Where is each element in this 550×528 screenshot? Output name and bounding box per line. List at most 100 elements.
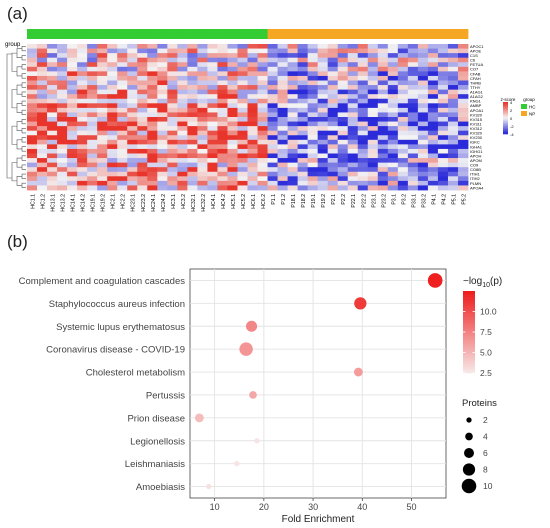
- heatmap-cell: [337, 167, 349, 173]
- heatmap-cell: [197, 176, 208, 182]
- heatmap-cell: [327, 148, 339, 154]
- color-legend-swatch: [463, 336, 475, 339]
- heatmap-cell: [137, 89, 148, 95]
- heatmap-cell: [107, 62, 118, 68]
- heatmap-cell: [67, 167, 78, 173]
- heatmap-cell: [127, 167, 138, 173]
- heatmap-cell: [217, 62, 228, 68]
- heatmap-cell: [67, 48, 78, 54]
- heatmap-cell: [417, 62, 429, 68]
- heatmap-cell: [347, 98, 359, 104]
- heatmap-cell: [57, 153, 68, 159]
- heatmap-cell: [367, 148, 379, 154]
- heatmap-cell: [417, 44, 429, 49]
- heatmap-cell: [457, 135, 469, 141]
- heatmap-cell: [187, 62, 198, 68]
- heatmap-cell: [297, 117, 309, 122]
- heatmap-cell: [457, 139, 469, 145]
- heatmap-cell: [107, 144, 118, 150]
- heatmap-cell: [57, 80, 68, 86]
- group-annotation-cell: [237, 29, 248, 39]
- heatmap-column-label: HC6.2: [261, 194, 267, 209]
- heatmap-cell: [427, 130, 439, 136]
- heatmap-cell: [387, 139, 399, 145]
- heatmap-cell: [327, 144, 339, 150]
- heatmap-cell: [37, 66, 48, 72]
- heatmap-cell: [47, 71, 58, 77]
- heatmap-cell: [357, 107, 369, 113]
- heatmap-cell: [157, 144, 168, 150]
- size-legend-label: 6: [483, 448, 488, 458]
- heatmap-cell: [27, 80, 38, 86]
- heatmap-cell: [387, 53, 399, 59]
- heatmap-cell: [337, 185, 349, 191]
- heatmap-cell: [377, 48, 389, 54]
- heatmap-cell: [187, 71, 198, 77]
- heatmap-cell: [237, 107, 248, 113]
- heatmap-cell: [307, 94, 319, 100]
- heatmap-cell: [87, 185, 98, 191]
- group-annotation-cell: [167, 29, 178, 39]
- group-annotation-cell: [347, 29, 359, 39]
- heatmap-cell: [327, 62, 339, 68]
- heatmap-cell: [287, 185, 299, 191]
- heatmap-cell: [377, 171, 389, 177]
- heatmap-cell: [327, 103, 339, 109]
- heatmap-cell: [227, 153, 238, 159]
- heatmap-cell: [227, 130, 238, 136]
- heatmap-cell: [327, 162, 339, 168]
- color-legend-swatch: [463, 370, 475, 374]
- heatmap-cell: [417, 89, 429, 95]
- heatmap-cell: [207, 117, 218, 122]
- heatmap-cell: [397, 57, 409, 63]
- heatmap-cell: [447, 167, 459, 173]
- heatmap-cell: [137, 44, 148, 49]
- heatmap-cell: [257, 130, 268, 136]
- heatmap-cell: [297, 62, 309, 68]
- heatmap-cell: [47, 103, 58, 109]
- heatmap-cell: [327, 135, 339, 141]
- heatmap-cell: [187, 94, 198, 100]
- heatmap-cell: [97, 144, 108, 150]
- heatmap-cell: [127, 162, 138, 168]
- zscore-legend-swatch: [503, 113, 508, 116]
- group-annotation-cell: [407, 29, 419, 39]
- heatmap-cell: [447, 66, 459, 72]
- heatmap-cell: [117, 57, 128, 63]
- heatmap-cell: [267, 162, 278, 168]
- heatmap-row-label: CO7: [470, 67, 479, 72]
- heatmap-cell: [27, 126, 38, 132]
- heatmap-column-label: P3.1: [391, 194, 397, 205]
- heatmap-cell: [37, 162, 48, 168]
- heatmap-cell: [317, 153, 329, 159]
- heatmap-cell: [107, 162, 118, 168]
- group-annotation-cell: [177, 29, 188, 39]
- heatmap-cell: [197, 153, 208, 159]
- heatmap-cell: [27, 167, 38, 173]
- heatmap-cell: [347, 130, 359, 136]
- heatmap-cell: [277, 139, 288, 145]
- heatmap-cell: [457, 85, 469, 91]
- zscore-legend-swatch: [503, 124, 508, 127]
- heatmap-cell: [337, 148, 349, 154]
- heatmap-cell: [457, 148, 469, 154]
- heatmap-cell: [347, 176, 359, 182]
- heatmap-cell: [367, 139, 379, 145]
- heatmap-cell: [397, 185, 409, 191]
- heatmap-cell: [327, 89, 339, 95]
- heatmap-cell: [307, 75, 319, 81]
- heatmap-cell: [117, 48, 128, 54]
- heatmap-cell: [37, 71, 48, 77]
- heatmap-cell: [367, 107, 379, 113]
- heatmap-cell: [67, 158, 78, 164]
- heatmap-cell: [187, 75, 198, 81]
- heatmap-cell: [427, 171, 439, 177]
- heatmap-cell: [137, 80, 148, 86]
- heatmap-cell: [117, 139, 128, 145]
- x-tick-label: 10: [210, 502, 220, 512]
- heatmap-cell: [67, 85, 78, 91]
- zscore-legend-swatch: [503, 118, 508, 120]
- heatmap-cell: [167, 44, 178, 49]
- heatmap-cell: [87, 48, 98, 54]
- heatmap-cell: [327, 98, 339, 104]
